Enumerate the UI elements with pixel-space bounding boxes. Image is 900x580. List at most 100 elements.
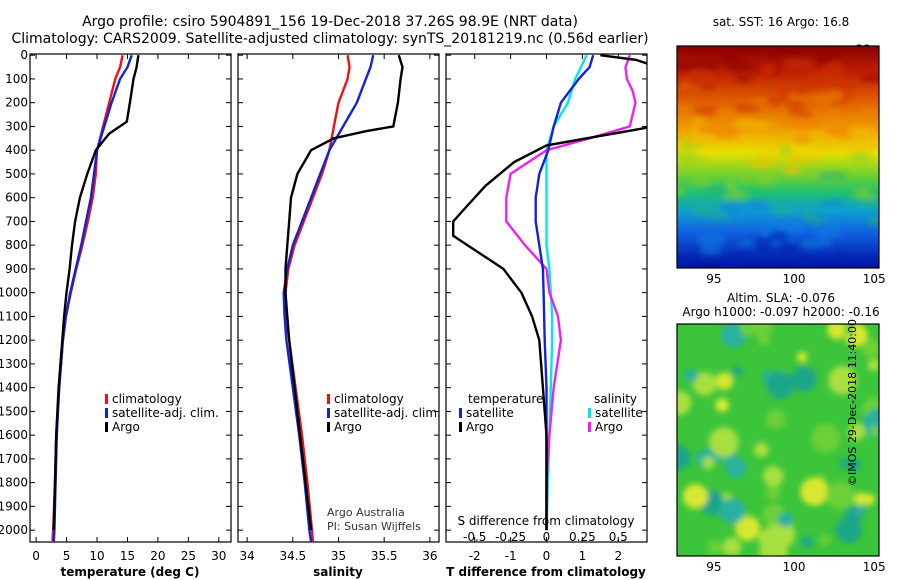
sst-texture-blob [803,173,818,180]
x-tick-label: 25 [181,549,196,563]
legend-label-argo: Argo [334,420,362,434]
sst-texture-blob [861,106,877,119]
sst-texture-blob [765,49,789,56]
sla-title-line-1: Altim. SLA: -0.076 [726,291,836,305]
sst-texture-blob [789,152,820,163]
sst-texture-blob [810,140,842,153]
x-tick-label: -2 [469,549,481,563]
sla-texture-blob [791,366,817,392]
depth-tick-label: 1300 [0,357,28,371]
sla-texture-blob [796,351,808,363]
depth-tick-label: 900 [5,262,28,276]
sla-map [677,324,879,556]
depth-tick-label: 1800 [0,476,28,490]
x-tick-label: 34.5 [279,549,306,563]
map-x-tick-label: 105 [863,560,886,574]
sst-texture-blob [738,240,756,247]
x-tick-label: 0 [32,549,40,563]
sla-texture-blob [719,497,746,524]
sst-texture-blob [677,104,691,114]
sst-texture-blob [688,251,702,259]
sst-texture-blob [799,238,827,249]
sst-texture-blob [861,199,879,208]
sla-texture-blob [867,358,879,372]
sla-texture-blob [765,484,781,500]
x-tick-label: 35 [331,549,346,563]
sst-texture-blob [859,139,879,150]
sst-texture-blob [720,201,746,216]
x-tick-label: 0 [543,549,551,563]
sst-texture-blob [699,105,718,117]
sst-texture-blob [677,256,691,268]
x-tick-label: 10 [89,549,104,563]
sla-texture-blob [708,427,739,458]
x-tick-label: 1 [579,549,587,563]
sst-texture-blob [779,117,809,128]
sst-texture-blob [680,161,696,171]
sst-texture-blob [717,53,741,64]
legend-label-climatology: climatology [334,392,404,406]
depth-tick-label: 1700 [0,452,28,466]
x-tick-label: 5 [63,549,71,563]
salinity-panel-frame [237,53,440,543]
sst-texture-blob [771,206,796,216]
sst-title: sat. SST: 16 Argo: 16.8 [712,15,850,29]
sst-texture-blob [691,78,717,85]
difference-axis-label: T difference from climatology [446,565,646,579]
sla-texture-blob [763,466,784,487]
sst-texture-blob [840,143,863,153]
sla-texture-blob [735,515,761,541]
temperature-diff-satellite-line [534,54,595,531]
sla-texture-blob [826,481,855,510]
sla-texture-blob [819,534,831,546]
sst-texture-blob [824,61,845,75]
legend-label-satellite: satellite-adj. clim. [112,406,219,420]
x2-tick-label: -0.25 [495,530,526,544]
sst-texture-blob [866,216,879,226]
depth-tick-label: 1600 [0,428,28,442]
sla-texture-blob [854,492,868,506]
sst-texture-blob [781,163,802,176]
sst-texture-blob [748,98,768,105]
sla-texture-blob [848,423,866,441]
sst-texture-blob [690,118,706,125]
sst-texture-blob [690,178,712,186]
legend-label-satellite: satellite-adj. clim. [334,406,441,420]
temperature-diff-argo-line [452,54,647,531]
credit-line-1: Argo Australia [327,506,405,519]
legend-swatch-argo [327,422,330,432]
depth-tick-label: 200 [5,96,28,110]
legend-label-argo: Argo [112,420,140,434]
legend-title-temperature: temperature [468,392,543,406]
sla-texture-blob [766,371,795,399]
map-x-tick-label: 95 [706,272,721,286]
depth-tick-label: 800 [5,238,28,252]
sst-texture-blob [845,127,875,137]
sst-texture-blob [749,217,778,224]
depth-tick-label: 1000 [0,286,28,300]
sst-texture-blob [714,110,738,119]
sst-texture-blob [757,150,782,158]
temperature-legend: climatology satellite-adj. clim. Argo [105,392,219,434]
temperature-argo-line [52,55,140,531]
sla-texture-blob [869,425,879,437]
sst-texture-blob [699,245,722,256]
legend-swatch-satellite [327,408,330,418]
depth-tick-label: 700 [5,214,28,228]
legend-label-t-satellite: satellite [466,406,514,420]
sst-texture-blob [743,121,774,130]
x2-tick-label: 0 [543,530,551,544]
sst-texture-blob [776,220,805,233]
sst-texture-blob [800,209,818,220]
depth-tick-label: 0 [20,48,28,62]
title-line-2: Climatology: CARS2009. Satellite-adjuste… [11,31,649,47]
salinity-climatology-line [284,55,351,542]
x2-tick-label: -0.5 [463,530,486,544]
sla-texture-blob [777,512,793,528]
legend-title-salinity: salinity [594,392,637,406]
x-tick-label: 2 [614,549,622,563]
salinity-diff-satellite-line [545,54,588,531]
legend-swatch-t-argo [459,422,462,432]
sla-title-line-2: Argo h1000: -0.097 h2000: -0.16 [682,305,880,319]
legend-swatch-s-argo [588,422,591,432]
